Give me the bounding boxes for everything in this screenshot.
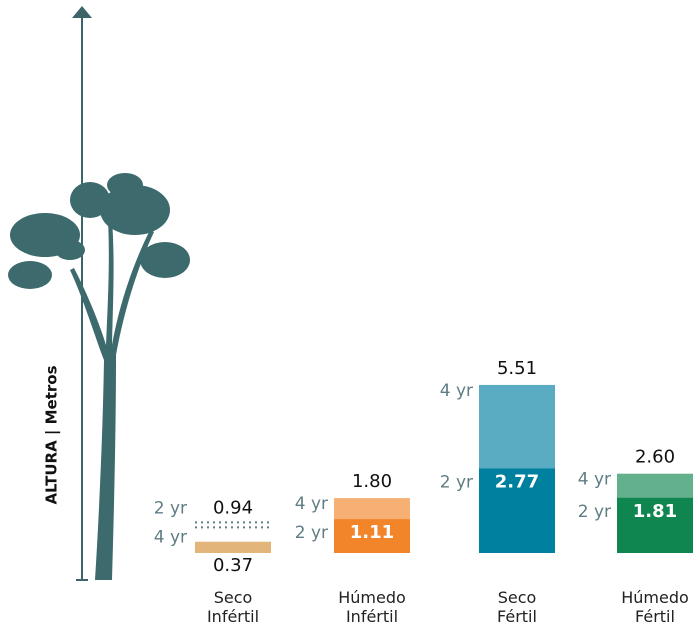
category-label: Húmedo Fértil — [621, 588, 689, 626]
axis-arrow — [72, 6, 92, 18]
series-label: 2 yr — [578, 502, 611, 522]
value-label: 2.77 — [495, 472, 539, 493]
category-label: Seco Infértil — [206, 588, 260, 626]
category-label: Seco Fértil — [497, 588, 537, 626]
bar-2yr — [617, 497, 693, 553]
value-label: 1.11 — [350, 522, 394, 543]
category-label: Húmedo Infértil — [338, 588, 406, 626]
series-label: 4 yr — [154, 528, 187, 548]
value-label: 5.51 — [497, 358, 537, 379]
y-axis-label: ALTURA | Metros — [43, 365, 62, 504]
series-label: 4 yr — [578, 470, 611, 490]
series-label: 4 yr — [440, 381, 473, 401]
value-label: 0.94 — [213, 497, 253, 518]
bar-2yr — [479, 468, 555, 553]
series-label: 2 yr — [440, 473, 473, 493]
value-label: 1.80 — [352, 471, 392, 492]
value-label: 1.81 — [633, 501, 677, 522]
series-label: 2 yr — [295, 523, 328, 543]
value-label: 2.60 — [635, 447, 675, 468]
bar-2yr — [334, 519, 410, 553]
tree-illustration — [8, 173, 190, 580]
series-label: 4 yr — [295, 494, 328, 514]
value-label: 0.37 — [213, 555, 253, 576]
series-label: 2 yr — [154, 498, 187, 518]
bar-4yr — [195, 541, 271, 553]
